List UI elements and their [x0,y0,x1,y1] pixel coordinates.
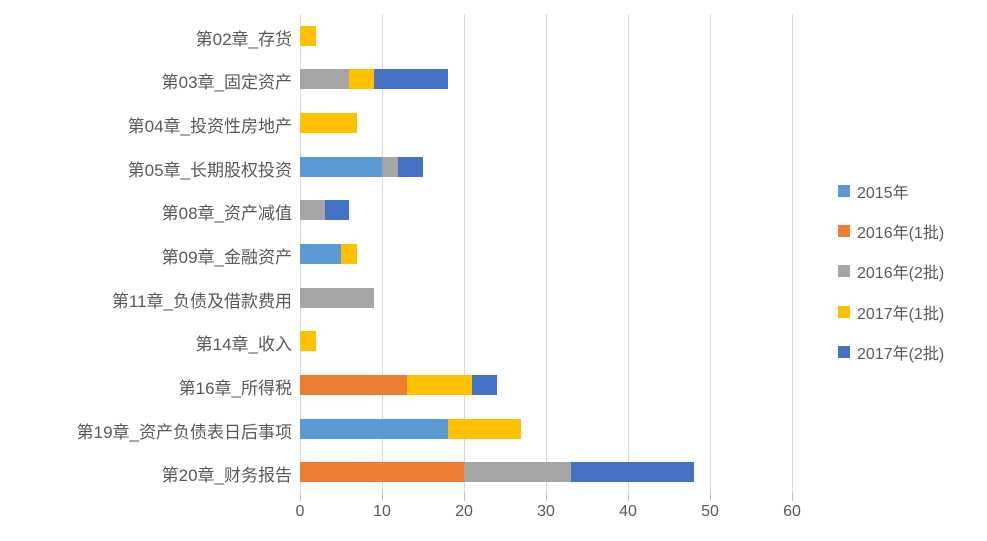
category-label: 第09章_金融资产 [161,248,292,267]
x-axis-tick-label: 40 [619,503,637,520]
legend-swatch [838,265,850,277]
legend-swatch [838,185,850,197]
bar-segment [447,418,522,439]
category-label: 第14章_收入 [195,335,292,355]
category-label: 第08章_资产减值 [161,204,292,224]
legend-label: 2017年(1批) [857,306,945,323]
bar-segment [300,25,317,46]
gridline [464,14,465,494]
x-axis-tick-label: 60 [783,503,801,520]
x-axis-tick-label: 50 [701,503,719,520]
category-label: 第16章_所得税 [178,378,292,398]
x-axis-tick-label: 30 [537,503,555,520]
category-label: 第20章_财务报告 [161,466,292,486]
legend-label: 2016年(1批) [857,225,945,242]
legend-label: 2016年(2批) [857,265,945,282]
x-axis-tick-label: 0 [295,503,305,520]
bar-segment [300,113,358,134]
legend-item: 2017年(2批) [838,340,944,364]
axis-tick-mark [792,494,793,501]
bar-segment [300,331,317,352]
legend-swatch [838,346,850,358]
category-label: 第11章_负债及借款费用 [111,291,292,311]
legend-label: 2015年 [857,185,909,202]
bar-segment [300,69,350,90]
axis-tick-mark [710,494,711,501]
bar-segment [373,69,448,90]
gridline [382,14,383,494]
bar-segment [382,156,399,177]
gridline [792,14,793,494]
x-axis-tick-label: 10 [373,503,391,520]
axis-tick-mark [628,494,629,501]
bar-segment [398,156,423,177]
category-label: 第04章_投资性房地产 [127,117,292,137]
category-label: 第02章_存货 [195,29,292,49]
bar-segment [349,69,374,90]
bar-segment [300,156,382,177]
bar-segment [300,418,448,439]
axis-tick-mark [464,494,465,501]
legend-item: 2016年(2批) [838,259,944,283]
category-label: 第19章_资产负债表日后事项 [76,422,292,442]
bar-segment [464,462,571,483]
bar-segment [300,287,374,308]
bar-segment [300,200,325,221]
legend-swatch [838,225,850,237]
bar-segment [406,374,473,395]
category-label: 第03章_固定资产 [161,73,292,93]
bar-segment [472,374,497,395]
gridline [628,14,629,494]
bar-segment [300,374,407,395]
bar-segment [341,244,358,264]
legend-item: 2015年 [838,179,909,203]
legend-label: 2017年(2批) [857,346,945,363]
axis-tick-mark [382,494,383,501]
legend-swatch [838,306,850,318]
category-label: 第05章_长期股权投资 [127,160,292,180]
legend-item: 2017年(1批) [838,300,944,324]
bar-segment [300,244,341,264]
legend-item: 2016年(1批) [838,219,944,243]
gridline [710,14,711,494]
bar-segment [300,462,464,483]
bar-segment [570,462,694,483]
x-axis-tick-label: 20 [455,503,473,520]
bar-segment [324,200,350,221]
axis-tick-mark [546,494,547,501]
axis-tick-mark [300,494,301,501]
gridline [546,14,547,494]
